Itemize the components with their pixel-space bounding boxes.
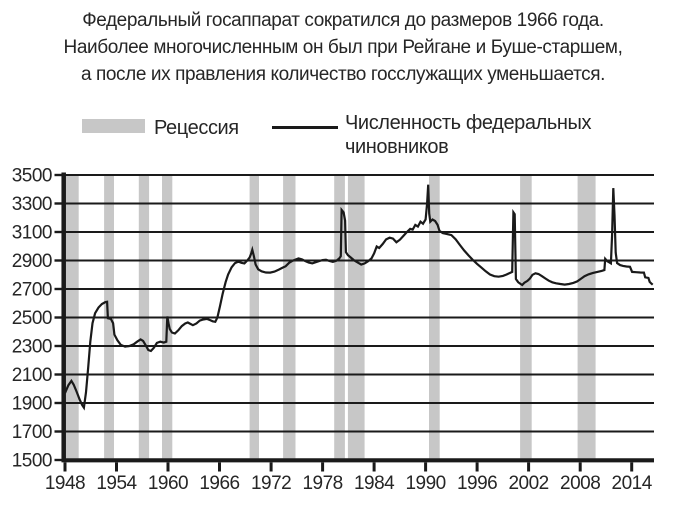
x-tick-label: 2014 [612,473,653,494]
x-tick-label: 1996 [457,473,497,494]
y-tick-label: 2900 [12,251,52,272]
employment-line [63,184,654,411]
x-tick-label: 1984 [354,473,395,494]
series-legend-line-2: чиновников [345,136,449,158]
title-line-3: а после их правления количество госслужа… [80,64,606,85]
x-tick-label: 1954 [96,473,137,494]
y-tick-label: 2700 [12,280,52,301]
series-line-swatch [272,126,338,129]
x-tick-label: 1960 [148,473,188,494]
title-line-2: Наиболее многочисленным он был при Рейга… [63,37,623,58]
x-tick-label: 1948 [45,473,85,494]
x-tick-label: 1972 [251,473,291,494]
x-tick-label: 1978 [302,473,342,494]
recession-swatch [82,119,145,133]
y-tick-label: 2500 [12,308,52,329]
x-tick-label: 2002 [508,473,548,494]
chart-title: Федеральный госаппарат сократился до раз… [0,7,686,88]
y-tick-label: 3300 [12,194,52,215]
x-tick-label: 1990 [405,473,445,494]
title-line-1: Федеральный госаппарат сократился до раз… [82,10,604,31]
y-tick-label: 2100 [12,365,52,386]
x-tick-label: 2008 [560,473,600,494]
y-tick-label: 2300 [12,337,52,358]
series-legend-line-1: Численность федеральных [345,112,592,134]
y-tick-label: 1900 [12,394,52,415]
y-tick-label: 3100 [12,223,52,244]
y-axis-ticks [54,173,62,462]
x-axis-ticks [63,462,634,472]
series-legend-label: Численность федеральных чиновников [345,111,592,159]
y-tick-label: 1700 [12,422,52,443]
y-tick-label: 1500 [12,451,52,472]
x-tick-label: 1966 [199,473,239,494]
y-axis-labels: 1500 1700 1900 2100 2300 2500 2700 2900 3100 3300… [12,166,53,472]
x-axis-labels: 1948 1954 1960 1966 1972 1978 1984 1990 1996 2002… [45,473,653,494]
y-tick-label: 3500 [12,166,52,187]
recession-legend-label: Рецессия [154,117,239,139]
